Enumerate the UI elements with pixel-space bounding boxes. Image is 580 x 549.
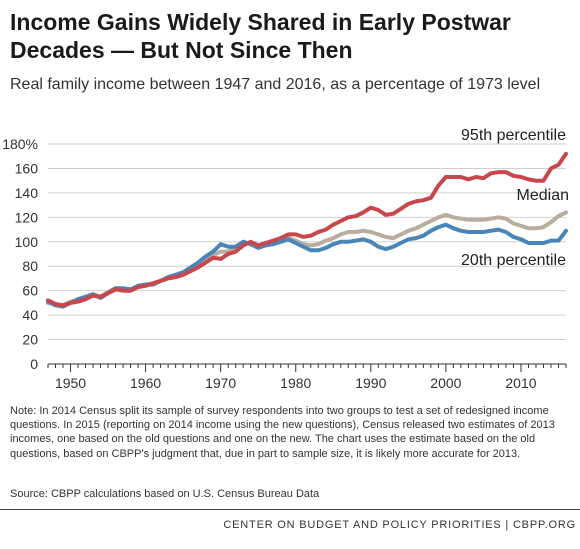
x-tick-label: 2000 <box>430 375 461 391</box>
y-tick-label: 180% <box>2 136 38 152</box>
x-tick-label: 1960 <box>130 375 161 391</box>
x-tick-label: 1950 <box>55 375 86 391</box>
chart-title: Income Gains Widely Shared in Early Post… <box>10 9 511 63</box>
series-label-median: Median <box>517 187 569 204</box>
y-tick-label: 100 <box>15 234 39 250</box>
x-tick-label: 1980 <box>280 375 311 391</box>
chart-subtitle: Real family income between 1947 and 2016… <box>10 76 541 93</box>
y-tick-label: 40 <box>22 307 38 323</box>
x-tick-label: 1970 <box>205 375 236 391</box>
series-label-20th-percentile: 20th percentile <box>461 252 566 269</box>
series-label-95th-percentile: 95th percentile <box>461 127 566 144</box>
footer-credit: CENTER ON BUDGET AND POLICY PRIORITIES |… <box>223 519 576 531</box>
series-labels: 95th percentile Median 20th percentile <box>461 127 569 269</box>
y-tick-label: 20 <box>22 332 38 348</box>
line-chart: 0 20 40 60 80 100 120 140 160 180% 1950 1960 1970 198… <box>2 127 569 391</box>
y-tick-label: 80 <box>22 258 38 274</box>
footer-divider <box>0 509 580 510</box>
series-lines <box>46 151 568 309</box>
y-tick-label: 120 <box>15 209 39 225</box>
y-tick-label: 160 <box>15 160 39 176</box>
chart-note: Note: In 2014 Census split its sample of… <box>10 405 555 460</box>
x-tick-label: 2010 <box>505 375 536 391</box>
x-tick-label: 1990 <box>355 375 386 391</box>
y-tick-label: 0 <box>30 356 38 372</box>
y-tick-label: 140 <box>15 185 39 201</box>
y-tick-label: 60 <box>22 283 38 299</box>
axis-ticks: 0 20 40 60 80 100 120 140 160 180% 1950 1960 1970 198… <box>2 136 567 391</box>
chart-source: Source: CBPP calculations based on U.S. … <box>10 488 320 500</box>
gridlines <box>48 143 566 365</box>
series-line-95th-percentile <box>46 151 568 308</box>
